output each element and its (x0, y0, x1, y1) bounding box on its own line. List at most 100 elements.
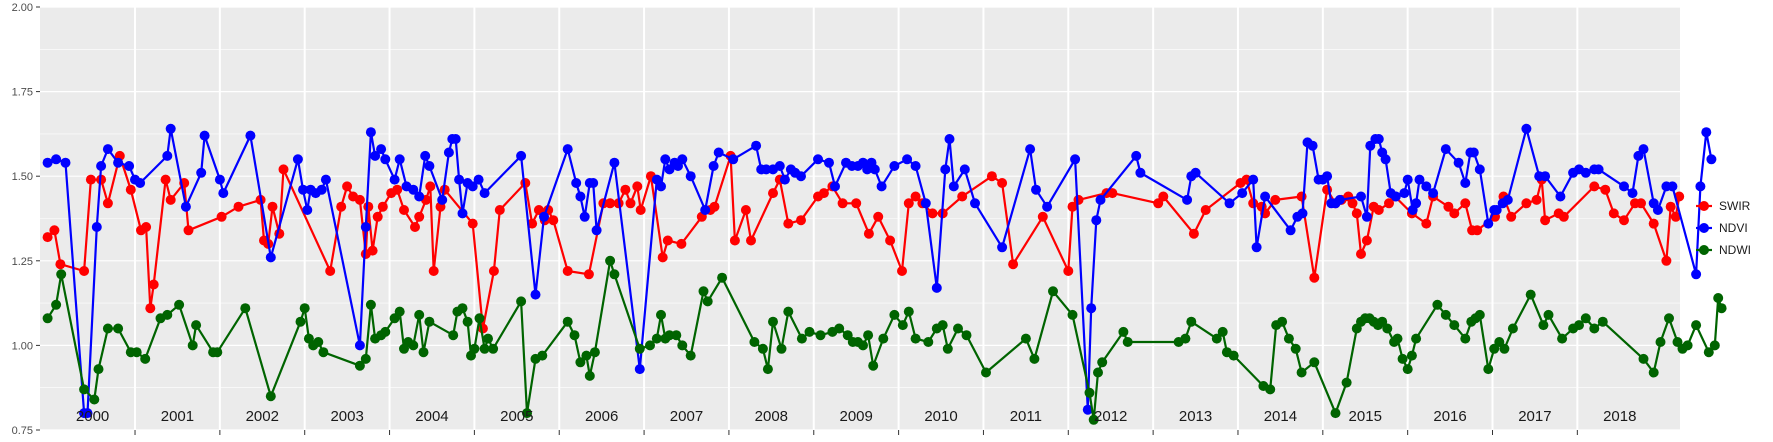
data-point-ndvi (1491, 205, 1502, 215)
data-point-ndvi (1356, 191, 1366, 202)
data-point-ndwi (651, 333, 662, 344)
data-point-ndvi (1334, 194, 1345, 205)
data-point-ndvi (320, 174, 331, 185)
data-point-ndvi (113, 157, 124, 168)
data-point-ndvi (685, 171, 696, 182)
data-point-ndwi (51, 299, 62, 310)
data-point-ndwi (457, 303, 468, 314)
data-point-ndwi (776, 343, 787, 354)
data-point-ndvi (102, 144, 113, 155)
data-point-swir (662, 235, 673, 246)
data-point-ndwi (162, 309, 173, 320)
data-point-ndwi (1290, 343, 1301, 354)
data-point-ndwi (1525, 289, 1536, 300)
data-point-swir (165, 194, 176, 205)
data-point-swir (885, 235, 896, 246)
data-point-ndvi (1521, 123, 1532, 134)
data-point-ndvi (1580, 167, 1591, 178)
data-point-swir (548, 215, 559, 226)
data-point-ndwi (1638, 353, 1649, 364)
data-point-ndvi (199, 130, 210, 141)
data-point-swir (1421, 218, 1432, 229)
data-point-swir (740, 205, 751, 215)
data-point-ndwi (1440, 309, 1451, 320)
data-point-swir (863, 228, 874, 239)
data-point-ndwi (1180, 333, 1191, 344)
data-point-ndwi (79, 384, 90, 395)
data-point-ndvi (824, 157, 834, 168)
data-point-ndvi (414, 191, 425, 202)
data-point-ndwi (93, 364, 104, 375)
data-point-swir (467, 218, 478, 229)
data-point-ndvi (51, 154, 62, 165)
data-point-swir (79, 266, 90, 276)
data-point-swir (1472, 225, 1483, 236)
data-point-ndvi (365, 127, 376, 138)
data-point-ndwi (313, 337, 324, 347)
data-point-ndwi (516, 296, 527, 307)
year-label: 2015 (1349, 408, 1382, 425)
data-point-swir (183, 225, 194, 236)
year-label: 2000 (76, 408, 109, 425)
data-point-ndvi (42, 157, 53, 168)
data-point-ndwi (1709, 340, 1720, 351)
data-point-ndwi (1382, 323, 1393, 334)
data-point-ndwi (365, 299, 376, 310)
legend-swatch-swir (1699, 201, 1709, 211)
data-point-ndvi (376, 144, 387, 155)
data-point-ndwi (522, 408, 532, 419)
data-point-ndwi (1543, 309, 1554, 320)
data-point-ndvi (1095, 194, 1106, 205)
series-ndvi (42, 123, 1717, 419)
data-point-ndvi (473, 174, 484, 185)
data-point-ndwi (174, 299, 185, 310)
series-ndwi (42, 255, 1727, 425)
data-point-swir (768, 188, 778, 199)
data-point-ndwi (589, 347, 600, 358)
data-point-swir (278, 164, 289, 175)
data-point-ndvi (902, 154, 913, 165)
data-point-swir (1037, 211, 1048, 222)
data-point-ndwi (1122, 337, 1133, 347)
data-point-ndvi (1251, 242, 1262, 253)
data-point-ndwi (318, 347, 329, 358)
data-point-ndvi (1260, 191, 1271, 202)
data-point-swir (583, 269, 594, 280)
data-point-ndwi (609, 269, 620, 280)
data-point-swir (927, 208, 938, 219)
data-point-ndvi (1421, 181, 1432, 192)
data-point-swir (216, 211, 227, 222)
series-layer (42, 123, 1727, 425)
data-point-ndwi (394, 306, 405, 317)
data-point-ndwi (1296, 367, 1307, 378)
legend-label-ndvi: NDVI (1719, 221, 1748, 235)
data-point-swir (1153, 198, 1164, 209)
data-point-ndvi (265, 252, 276, 263)
data-point-ndwi (953, 323, 963, 334)
data-point-ndvi (751, 140, 762, 151)
data-point-ndwi (1597, 316, 1608, 327)
data-point-ndwi (1494, 337, 1505, 347)
data-point-ndvi (1695, 181, 1706, 192)
data-point-ndwi (42, 313, 53, 324)
data-point-swir (635, 205, 646, 215)
data-point-ndvi (591, 225, 602, 236)
data-point-ndvi (1091, 215, 1102, 226)
data-point-ndvi (997, 242, 1008, 253)
data-point-ndvi (1468, 147, 1479, 158)
data-point-ndvi (970, 198, 980, 209)
data-point-ndvi (162, 150, 173, 161)
data-point-ndvi (1025, 144, 1036, 155)
y-axis: 0.75 1.00 1.25 1.50 1.75 2.00 (12, 2, 40, 437)
data-point-swir (957, 191, 968, 202)
data-point-ndvi (1460, 178, 1471, 188)
data-point-swir (533, 205, 544, 215)
data-point-swir (1670, 211, 1681, 222)
data-point-ndwi (1507, 323, 1518, 334)
data-point-swir (1008, 259, 1019, 270)
data-point-swir (997, 178, 1008, 188)
data-point-ndvi (370, 150, 381, 161)
data-point-ndvi (394, 154, 405, 165)
data-point-ndwi (424, 316, 435, 327)
year-label: 2008 (755, 408, 788, 425)
